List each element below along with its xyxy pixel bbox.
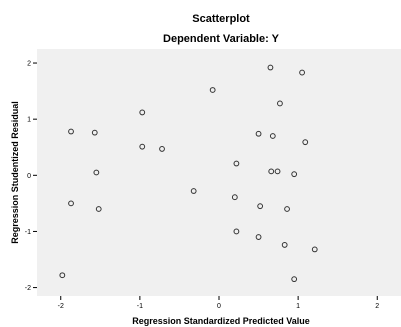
data-point: [284, 206, 290, 212]
chart-title: Scatterplot: [192, 13, 250, 25]
x-tick-label: 0: [217, 303, 221, 310]
data-point: [299, 69, 305, 76]
data-points: [59, 64, 318, 283]
data-point: [93, 169, 100, 176]
data-point: [209, 87, 216, 93]
data-point: [95, 206, 102, 212]
plot-area: [37, 49, 401, 296]
data-point: [267, 64, 274, 71]
axis-ticks: -2 -1 0 1 2 -2 -1 0 1 2: [25, 61, 380, 310]
data-point: [281, 242, 288, 248]
x-tick-label: -2: [58, 303, 64, 310]
x-tick-label: 2: [375, 303, 379, 310]
chart-subtitle: Dependent Variable: Y: [163, 33, 280, 45]
data-point: [255, 130, 262, 137]
y-axis-label: Regression Studentized Residual: [10, 101, 20, 244]
data-point: [139, 109, 146, 116]
data-point: [231, 194, 238, 201]
y-tick-label: -1: [25, 229, 31, 236]
x-axis-label: Regression Standardized Predicted Value: [132, 316, 310, 326]
data-point: [91, 129, 98, 136]
data-point: [269, 133, 276, 139]
data-point: [159, 146, 165, 152]
x-tick-label: 1: [296, 303, 300, 310]
y-tick-label: 1: [27, 117, 31, 124]
y-tick-label: -2: [25, 285, 31, 292]
data-point: [277, 100, 283, 107]
data-point: [291, 171, 298, 178]
data-point: [233, 228, 240, 235]
x-tick-label: -1: [137, 303, 143, 310]
data-point: [311, 246, 318, 253]
data-point: [190, 188, 197, 194]
data-point: [274, 168, 281, 175]
data-point: [268, 168, 275, 175]
data-point: [68, 200, 74, 207]
data-point: [59, 272, 66, 279]
y-tick-label: 2: [27, 61, 31, 68]
data-point: [257, 203, 264, 210]
data-point: [302, 139, 309, 146]
data-point: [139, 143, 146, 150]
data-point: [233, 160, 240, 167]
y-tick-label: 0: [27, 173, 31, 180]
data-point: [68, 128, 74, 135]
data-point: [291, 276, 298, 283]
data-point: [255, 234, 262, 240]
